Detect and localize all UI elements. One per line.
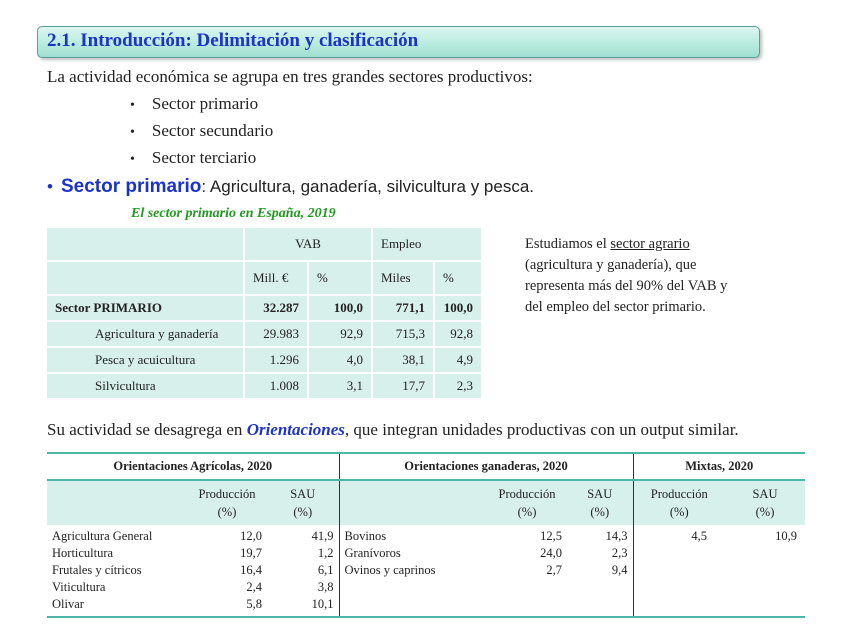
ganaderas-produccion: 12,5 24,0 2,7 — [487, 525, 567, 618]
agricolas-produccion: 12,0 19,7 16,4 2,4 5,8 — [187, 525, 267, 618]
agricolas-names: Agricultura General Horticultura Frutales … — [47, 525, 187, 618]
table-row: Agricultura y ganadería 29.983 92,9 715,… — [45, 320, 483, 348]
slide-title: 2.1. Introducción: Delimitación y clasif… — [47, 30, 419, 51]
col-header: Mill. € — [243, 260, 309, 296]
table-row: Pesca y acuicultura 1.296 4,0 38,1 4,9 — [45, 346, 483, 374]
table-row: Silvicultura 1.008 3,1 17,7 2,3 — [45, 372, 483, 400]
primary-desc: : Agricultura, ganadería, silvicultura y… — [201, 177, 535, 196]
title-banner — [37, 26, 760, 58]
table-caption: El sector primario en España, 2019 — [131, 206, 336, 221]
agricolas-sau: 41,9 1,2 6,1 3,8 10,1 — [267, 525, 339, 618]
group-header-ganaderas: Orientaciones ganaderas, 2020 — [338, 452, 633, 481]
col-header: Miles — [371, 260, 435, 296]
sector-list: • Sector primario • Sector secundario • … — [130, 94, 273, 175]
primary-sector-table: VAB Empleo Mill. € % Miles % Sector PRIM… — [45, 226, 483, 400]
intro-text: La actividad económica se agrupa en tres… — [47, 67, 533, 86]
ganaderas-names: Bovinos Granívoros Ovinos y caprinos — [338, 525, 487, 618]
group-header-mixtas: Mixtas, 2020 — [632, 452, 805, 481]
group-header-agricolas: Orientaciones Agrícolas, 2020 — [47, 452, 339, 481]
sector-note: Estudiamos el sector agrario (agricultur… — [525, 236, 728, 315]
col-header-produccion: Producción (%) — [632, 480, 725, 525]
orientaciones-table: Orientaciones Agrícolas, 2020 Orientacio… — [47, 452, 805, 618]
table-row: Sector PRIMARIO 32.287 100,0 771,1 100,0 — [45, 294, 483, 322]
orientaciones-text: Su actividad se desagrega en Orientacion… — [47, 420, 739, 439]
orientaciones-highlight: Orientaciones — [246, 420, 345, 439]
col-header-sau: SAU (%) — [725, 480, 805, 525]
col-header: % — [433, 260, 483, 296]
note-underlined: sector agrario — [610, 236, 690, 252]
mixtas-sau: 10,9 — [725, 525, 805, 618]
col-header: % — [307, 260, 373, 296]
ganaderas-sau: 14,3 2,3 9,4 — [567, 525, 633, 618]
list-item: • Sector primario — [130, 94, 259, 113]
header-empleo: Empleo — [371, 226, 483, 262]
primary-sector-line: • Sector primario: Agricultura, ganadería… — [47, 176, 535, 197]
list-item: • Sector terciario — [130, 148, 257, 167]
col-header-sau: SAU (%) — [267, 480, 339, 525]
col-header-produccion: Producción (%) — [487, 480, 567, 525]
header-vab: VAB — [243, 226, 373, 262]
col-header-sau: SAU (%) — [567, 480, 633, 525]
primary-heading: Sector primario — [60, 176, 202, 197]
list-item: • Sector secundario — [130, 121, 274, 140]
col-header-produccion: Producción (%) — [187, 480, 267, 525]
mixtas-produccion: 4,5 — [632, 525, 725, 618]
